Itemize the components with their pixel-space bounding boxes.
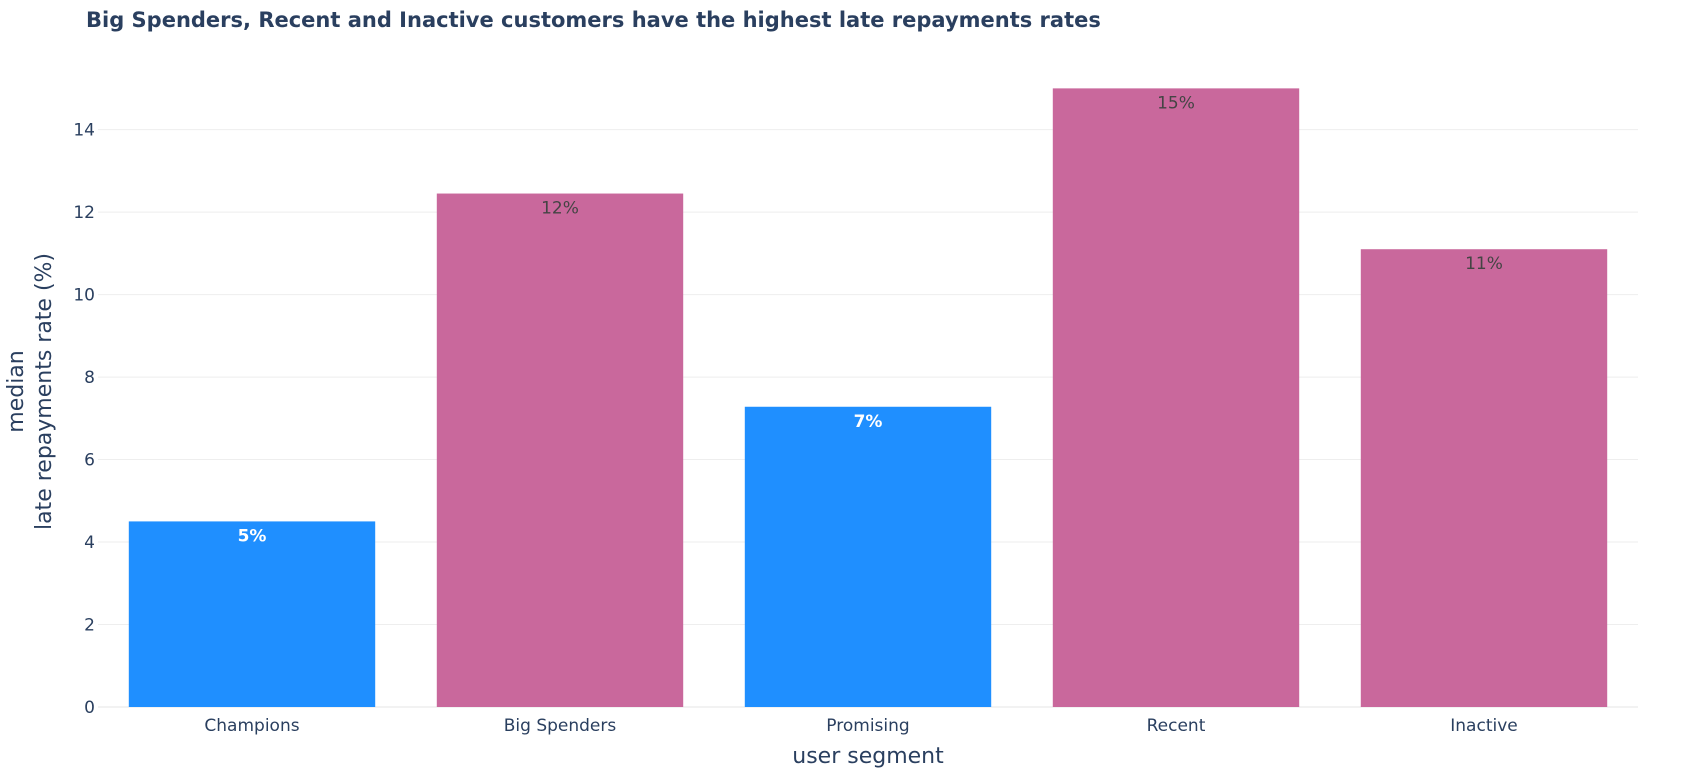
y-tick-label: 14 xyxy=(73,121,95,141)
x-tick-label: Big Spenders xyxy=(504,716,617,736)
bar-data-label: 5% xyxy=(238,526,267,546)
bar-data-label: 7% xyxy=(854,412,883,432)
bar-data-label: 12% xyxy=(541,199,579,219)
y-tick-label: 0 xyxy=(84,698,95,718)
x-tick-label: Champions xyxy=(204,716,299,736)
x-tick-label: Recent xyxy=(1147,716,1206,736)
y-tick-label: 10 xyxy=(73,286,95,306)
y-axis-ticks: 0 2 4 6 8 10 12 14 xyxy=(73,121,95,718)
y-tick-label: 4 xyxy=(84,533,95,553)
y-axis-title-line-2: late repayments rate (%) xyxy=(32,253,57,530)
y-axis-title: median late repayments rate (%) xyxy=(4,253,57,530)
x-tick-label: Promising xyxy=(826,716,909,736)
bar xyxy=(744,406,992,707)
y-tick-label: 12 xyxy=(73,203,95,223)
bars xyxy=(128,88,1608,708)
bar-data-labels: 5% 12% 7% 15% 11% xyxy=(238,93,1503,546)
bar xyxy=(1360,249,1608,707)
x-axis-ticks: Champions Big Spenders Promising Recent Inac… xyxy=(204,716,1517,736)
chart-title: Big Spenders, Recent and Inactive custom… xyxy=(86,8,1101,32)
y-tick-label: 8 xyxy=(84,368,95,388)
bar xyxy=(1052,88,1300,707)
x-axis-title: user segment xyxy=(792,744,944,769)
y-axis-title-line-1: median xyxy=(4,350,29,432)
x-tick-label: Inactive xyxy=(1450,716,1517,736)
y-tick-label: 6 xyxy=(84,451,95,471)
bar xyxy=(436,193,684,708)
bar xyxy=(128,521,376,707)
bar-data-label: 15% xyxy=(1157,93,1195,113)
bar-data-label: 11% xyxy=(1465,254,1503,274)
y-tick-label: 2 xyxy=(84,616,95,636)
